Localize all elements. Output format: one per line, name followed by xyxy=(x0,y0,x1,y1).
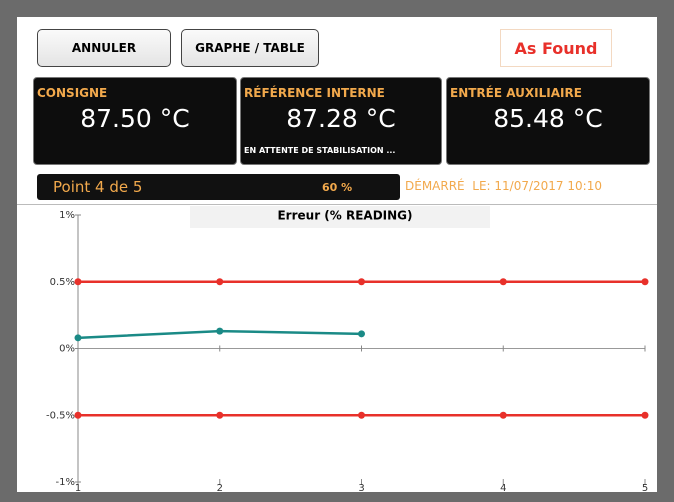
series-point xyxy=(74,278,82,286)
panel-note: EN ATTENTE DE STABILISATION ... xyxy=(244,146,396,155)
mode-label: As Found xyxy=(500,29,612,67)
setpoint-panel: CONSIGNE 87.50 °C xyxy=(33,77,237,165)
series-point xyxy=(499,278,507,286)
title-band xyxy=(190,206,490,228)
series-point xyxy=(216,327,224,335)
y-tick-label: 0% xyxy=(59,344,75,355)
x-tick-label: 4 xyxy=(500,483,506,492)
series-point xyxy=(216,278,224,286)
graph-table-button[interactable]: GRAPHE / TABLE xyxy=(181,29,319,67)
reference-panel: RÉFÉRENCE INTERNE 87.28 °C EN ATTENTE DE… xyxy=(240,77,442,165)
series-point xyxy=(641,278,649,286)
progress-bar: Point 4 de 5 60 % xyxy=(37,174,400,200)
divider xyxy=(17,204,657,205)
x-tick-label: 3 xyxy=(358,483,364,492)
series-point xyxy=(74,411,82,419)
panel-label: CONSIGNE xyxy=(37,86,108,100)
chart-title: Erreur (% READING) xyxy=(277,209,412,223)
x-tick-label: 1 xyxy=(75,483,81,492)
series-point xyxy=(74,334,82,342)
panel-label: ENTRÉE AUXILIAIRE xyxy=(450,86,582,100)
panel-label: RÉFÉRENCE INTERNE xyxy=(244,86,385,100)
panel-value: 85.48 °C xyxy=(493,104,603,133)
x-tick-label: 5 xyxy=(642,483,648,492)
panel-value: 87.50 °C xyxy=(80,104,190,133)
window: ANNULER GRAPHE / TABLE As Found CONSIGNE… xyxy=(17,17,657,492)
percent-label: 60 % xyxy=(322,181,353,194)
y-tick-label: 0.5% xyxy=(50,277,75,288)
series-point xyxy=(216,411,224,419)
series-point xyxy=(358,411,365,419)
series-point xyxy=(358,278,365,286)
series-point xyxy=(499,411,507,419)
series-point xyxy=(641,411,649,419)
y-tick-label: -0.5% xyxy=(46,410,75,421)
aux-panel: ENTRÉE AUXILIAIRE 85.48 °C xyxy=(446,77,650,165)
y-tick-label: -1% xyxy=(56,477,75,488)
panel-value: 87.28 °C xyxy=(286,104,396,133)
point-label: Point 4 de 5 xyxy=(53,178,143,196)
cancel-button[interactable]: ANNULER xyxy=(37,29,171,67)
started-label: DÉMARRÉ LE: 11/07/2017 10:10 xyxy=(405,179,602,193)
y-tick-label: 1% xyxy=(59,210,75,221)
chart: Erreur (% READING) 1% 0.5% 0% -0.5% -1%1 2 3 4 5 xyxy=(46,206,649,492)
x-tick-label: 2 xyxy=(217,483,223,492)
series-point xyxy=(358,330,365,338)
